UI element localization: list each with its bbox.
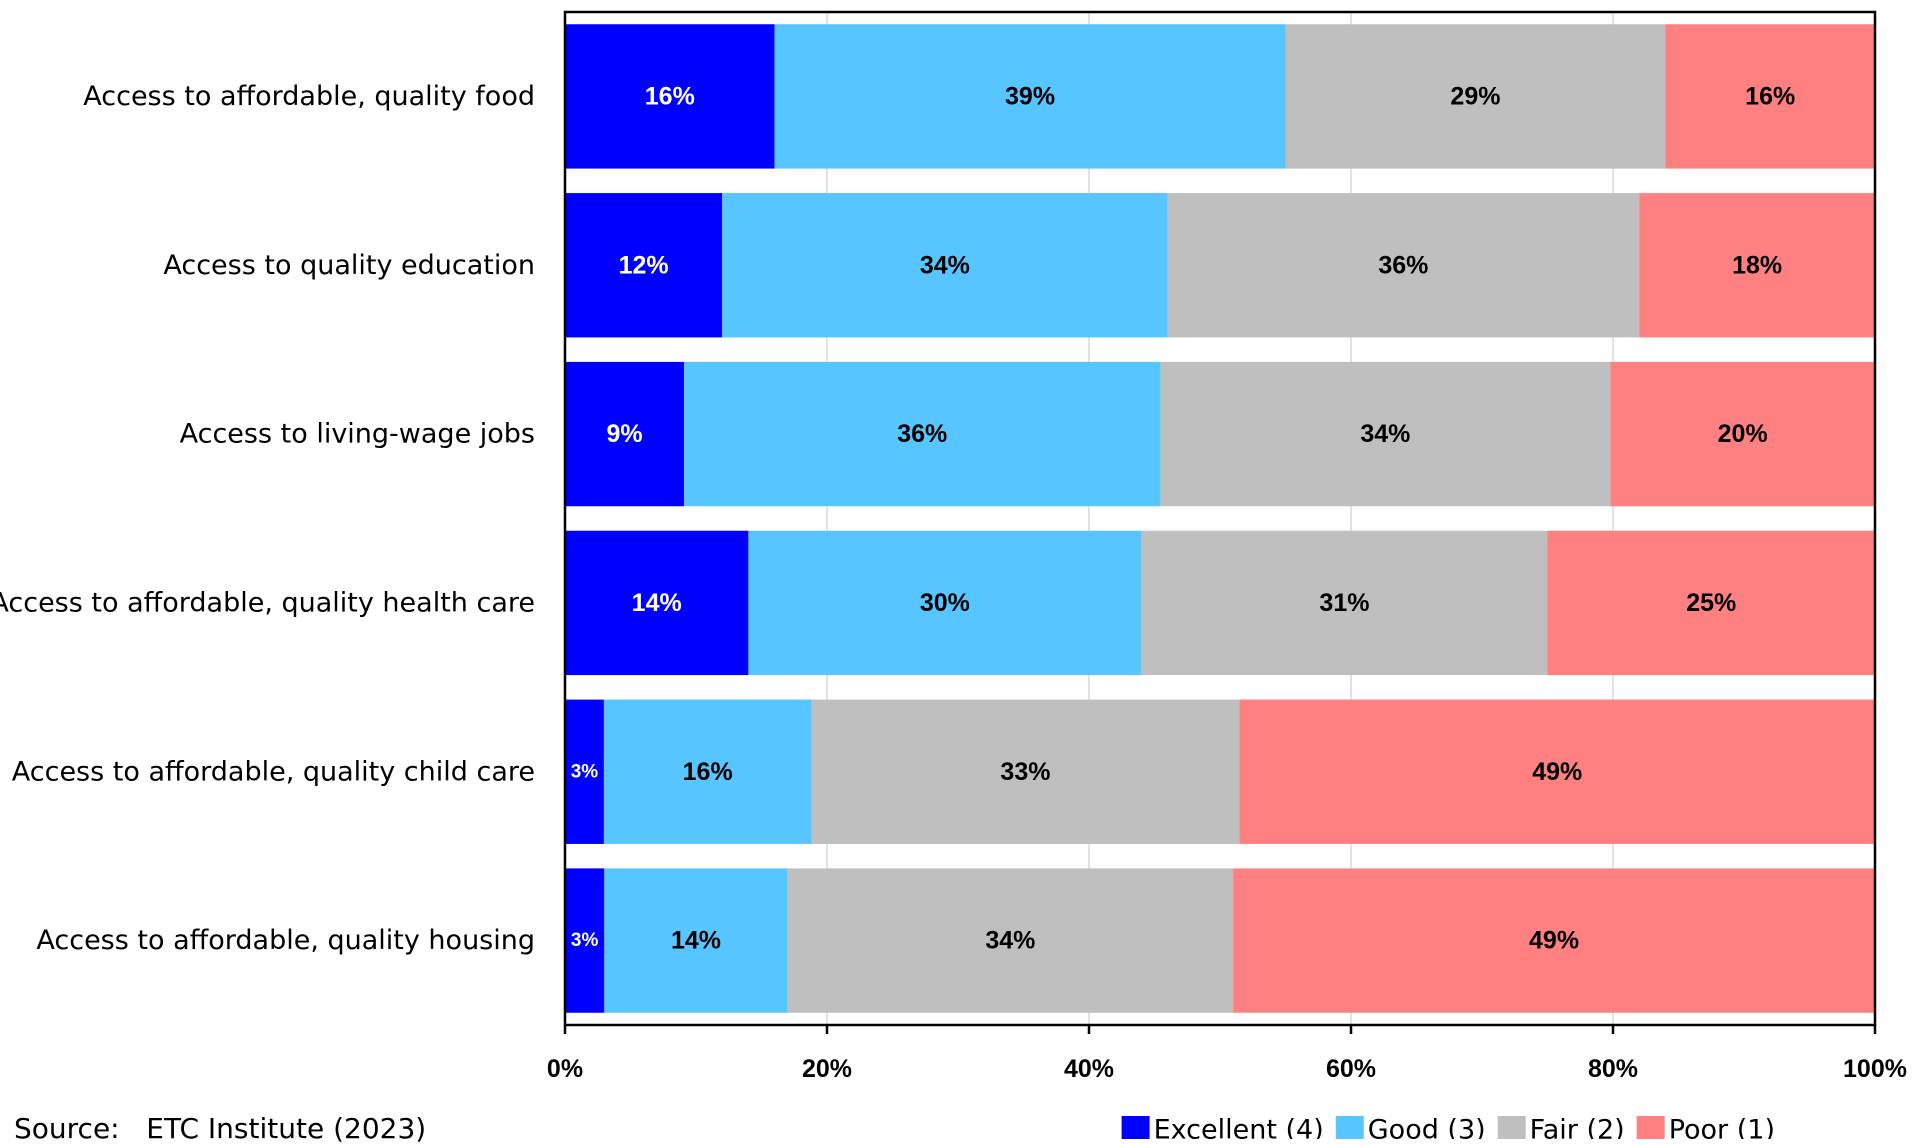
bar-segment: [1160, 361, 1611, 507]
data-label: 36%: [1378, 251, 1428, 279]
legend-label: Good (3): [1368, 1115, 1486, 1140]
data-label: 9%: [606, 420, 642, 448]
bar-segment: [565, 193, 723, 338]
bar-segment: [1547, 530, 1875, 676]
x-tick-label: 0%: [547, 1055, 583, 1083]
data-label: 36%: [897, 420, 947, 448]
bar-segment: [565, 530, 749, 676]
x-tick-label: 80%: [1588, 1055, 1638, 1083]
data-label: 31%: [1319, 589, 1369, 617]
category-label: Access to affordable, quality health car…: [0, 587, 535, 618]
bar-segment: [1665, 24, 1875, 169]
legend-swatch: [1636, 1116, 1665, 1139]
bar-segment: [565, 868, 605, 1013]
bar-segment: [722, 193, 1168, 338]
bar-segment: [1141, 530, 1548, 676]
data-label: 16%: [645, 82, 695, 110]
category-label: Access to affordable, quality child care: [12, 756, 535, 787]
legend-label: Poor (1): [1669, 1115, 1775, 1140]
bar-segment: [774, 24, 1286, 169]
bar-segment: [787, 868, 1234, 1013]
data-label: 18%: [1732, 251, 1782, 279]
data-label: 39%: [1005, 82, 1055, 110]
data-label: 30%: [920, 589, 970, 617]
bar-segment: [1285, 24, 1666, 169]
category-label: Access to affordable, quality housing: [36, 925, 535, 956]
bars: 16% 39% 29% 16% 12% 34% 36% 18% 9% 36% 34% 20% 14% 30…: [565, 24, 1875, 1013]
data-label: 34%: [985, 927, 1035, 955]
legend-swatch: [1335, 1116, 1364, 1139]
bar-segment: [1639, 193, 1875, 338]
data-label: 34%: [920, 251, 970, 279]
data-label: 33%: [1000, 758, 1050, 786]
data-label: 49%: [1532, 758, 1582, 786]
x-tick-label: 20%: [802, 1055, 852, 1083]
bar-segment: [565, 361, 685, 507]
data-label: 34%: [1360, 420, 1410, 448]
bar-segment: [603, 699, 812, 844]
source-note: Source: ETC Institute (2023): [14, 1112, 427, 1145]
legend: Excellent (4) Good (3) Fair (2) Poor (1): [1121, 1115, 1775, 1140]
data-label: 16%: [683, 758, 733, 786]
bar-segment: [604, 868, 788, 1013]
category-label: Access to living-wage jobs: [180, 419, 535, 450]
bar-segment: [565, 699, 604, 844]
data-label: 12%: [619, 251, 669, 279]
bar-segment: [1239, 699, 1875, 844]
legend-label: Excellent (4): [1154, 1115, 1324, 1140]
data-label: 3%: [571, 930, 599, 951]
category-label: Access to quality education: [163, 250, 535, 281]
data-label: 29%: [1450, 82, 1500, 110]
data-label: 3%: [571, 761, 599, 782]
bar-segment: [684, 361, 1161, 507]
bar-segment: [565, 24, 775, 169]
x-tick-label: 60%: [1326, 1055, 1376, 1083]
data-label: 14%: [671, 927, 721, 955]
legend-swatch: [1497, 1116, 1526, 1139]
axes: 0% 20% 40% 60% 80% 100%: [547, 10, 1907, 1083]
gridlines: [826, 12, 1614, 1025]
legend-swatch: [1121, 1116, 1150, 1139]
data-label: 14%: [632, 589, 682, 617]
data-label: 49%: [1529, 927, 1579, 955]
category-labels: Access to affordable, quality food Access…: [0, 81, 535, 956]
bar-segment: [1167, 193, 1640, 338]
bar-segment: [811, 699, 1240, 844]
data-label: 25%: [1686, 589, 1736, 617]
bar-segment: [1233, 868, 1875, 1013]
data-label: 20%: [1718, 420, 1768, 448]
category-label: Access to affordable, quality food: [83, 81, 535, 112]
bar-segment: [748, 530, 1142, 676]
legend-label: Fair (2): [1530, 1115, 1625, 1140]
bar-segment: [1610, 361, 1875, 507]
plot-border: [563, 10, 1877, 1027]
x-tick-label: 100%: [1843, 1055, 1907, 1083]
data-label: 16%: [1745, 82, 1795, 110]
x-tick-label: 40%: [1064, 1055, 1114, 1083]
